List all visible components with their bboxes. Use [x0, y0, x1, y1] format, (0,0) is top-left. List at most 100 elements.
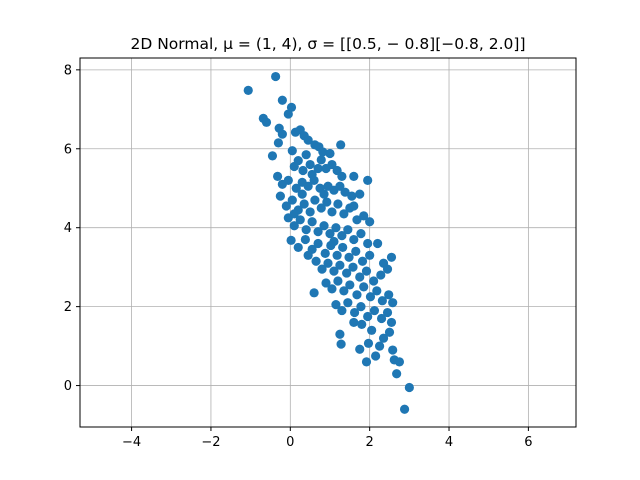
- scatter-point: [359, 282, 369, 292]
- scatter-point: [377, 296, 387, 306]
- scatter-point: [340, 187, 350, 197]
- scatter-point: [372, 286, 382, 296]
- scatter-point: [303, 181, 313, 191]
- scatter-point: [261, 117, 272, 127]
- scatter-point: [349, 201, 359, 211]
- scatter-point: [316, 155, 326, 165]
- scatter-point: [342, 268, 352, 278]
- scatter-point: [295, 215, 305, 225]
- scatter-point: [286, 235, 296, 245]
- scatter-point: [359, 211, 369, 221]
- scatter-point: [363, 175, 373, 185]
- x-tick-label: 6: [524, 435, 532, 450]
- scatter-point: [352, 290, 362, 300]
- scatter-point: [316, 203, 326, 213]
- scatter-point: [349, 317, 359, 328]
- scatter-point: [277, 129, 287, 139]
- scatter-point: [275, 191, 285, 201]
- scatter-point: [281, 201, 291, 211]
- scatter-point: [273, 171, 283, 181]
- scatter-point: [352, 215, 362, 225]
- scatter-point: [361, 266, 372, 276]
- scatter-point: [301, 225, 311, 235]
- scatter-point: [404, 382, 414, 393]
- x-tick-label: 4: [445, 435, 453, 450]
- scatter-point: [333, 276, 343, 286]
- scatter-point: [363, 238, 373, 249]
- scatter-point: [310, 195, 320, 205]
- scatter-point: [369, 305, 380, 316]
- chart-title: 2D Normal, μ = (1, 4), σ = [[0.5, − 0.8]…: [130, 35, 525, 53]
- scatter-point: [388, 345, 398, 355]
- y-tick-label: 4: [64, 221, 72, 236]
- scatter-point: [320, 248, 330, 258]
- scatter-point: [374, 341, 385, 351]
- scatter-point: [271, 71, 281, 82]
- scatter-point: [293, 156, 303, 166]
- scatter-point: [355, 272, 365, 282]
- scatter-point: [299, 199, 309, 209]
- scatter-point: [382, 264, 393, 274]
- scatter-point: [384, 327, 395, 337]
- scatter-point: [335, 260, 345, 270]
- scatter-point: [339, 286, 349, 296]
- scatter-point: [356, 302, 366, 312]
- scatter-point: [329, 236, 339, 247]
- scatter-point: [332, 250, 342, 260]
- scatter-point: [344, 252, 354, 262]
- scatter-point: [335, 329, 345, 339]
- scatter-point: [300, 234, 310, 245]
- scatter-point: [336, 140, 346, 150]
- scatter-point: [369, 276, 379, 286]
- scatter-point: [338, 242, 348, 253]
- scatter-point: [386, 317, 397, 328]
- scatter-point: [289, 209, 299, 219]
- scatter-point: [325, 229, 335, 239]
- scatter-point: [325, 148, 335, 159]
- scatter-point: [384, 290, 394, 300]
- scatter-point: [361, 357, 372, 367]
- scatter-point: [309, 288, 319, 298]
- scatter-point: [331, 223, 341, 233]
- scatter-point: [365, 217, 375, 227]
- scatter-point: [327, 207, 337, 217]
- scatter-point: [355, 189, 365, 199]
- y-tick-label: 8: [64, 63, 72, 78]
- scatter-point: [307, 217, 317, 227]
- scatter-point: [313, 238, 323, 249]
- scatter-point: [357, 319, 367, 329]
- data-points: [243, 71, 414, 414]
- scatter-point: [333, 199, 343, 209]
- scatter-point: [291, 183, 301, 193]
- y-tick-label: 0: [64, 379, 72, 394]
- scatter-point: [287, 195, 297, 205]
- scatter-point: [243, 85, 253, 95]
- scatter-point: [301, 150, 311, 160]
- scatter-point: [277, 95, 287, 105]
- scatter-point: [376, 270, 386, 280]
- scatter-point: [322, 197, 332, 207]
- scatter-point: [318, 147, 328, 157]
- scatter-point: [298, 165, 308, 176]
- scatter-point: [386, 252, 397, 262]
- y-tick-label: 2: [64, 300, 72, 315]
- scatter-point: [392, 369, 402, 379]
- scatter-point: [337, 171, 347, 181]
- scatter-point: [363, 311, 373, 322]
- scatter-point: [376, 313, 387, 324]
- scatter-point: [311, 256, 321, 266]
- scatter-point: [305, 159, 315, 170]
- scatter-point: [382, 307, 393, 318]
- scatter-point: [365, 292, 376, 302]
- scatter-point: [303, 135, 313, 145]
- scatter-point: [309, 175, 319, 185]
- scatter-point: [378, 333, 389, 343]
- scatter-point: [305, 207, 315, 217]
- scatter-point: [337, 230, 347, 241]
- scatter-point: [348, 262, 358, 272]
- scatter-point: [289, 221, 299, 231]
- scatter-point: [287, 146, 297, 156]
- x-tick-label: 0: [286, 435, 294, 450]
- scatter-point: [349, 234, 359, 245]
